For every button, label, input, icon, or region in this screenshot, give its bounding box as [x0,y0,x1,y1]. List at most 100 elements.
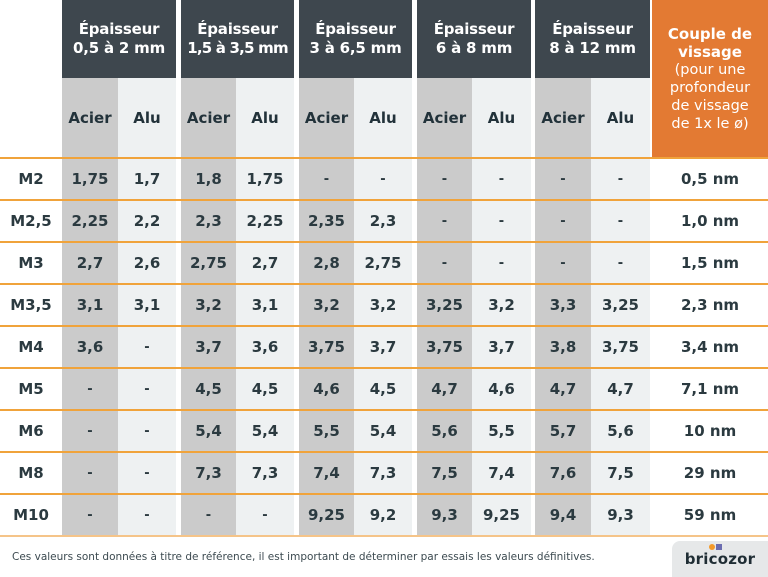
torque-value: 29 nm [683,464,737,482]
drill-diameter-acier: 1,8 [195,170,222,188]
drill-diameter-alu: 7,5 [607,464,634,482]
drill-diameter-alu: - [144,339,150,355]
drill-diameter-acier: 4,7 [549,380,577,398]
group-range: 3 à 6,5 mm [309,39,402,57]
subheader-alu: Alu [236,78,294,157]
drill-diameter-acier: 3,1 [76,296,104,314]
drill-diameter-acier: - [87,507,93,523]
drill-diameter-acier: 3,75 [425,338,463,356]
table-row: M4 3,6 - 3,7 3,6 3,75 3,7 3,75 3,7 3,8 3,75 3,4 nm [0,325,768,367]
group-title: Épaisseur [552,20,633,38]
torque-value: 0,5 nm [680,170,740,188]
drill-diameter-acier: 3,75 [307,338,345,356]
col-bg-alu-4 [472,157,531,537]
drill-diameter-acier: 9,3 [431,506,458,524]
group-header-0-5-2mm: Épaisseur 0,5 à 2 mm [62,0,176,78]
torque-value: 2,3 nm [680,296,740,314]
drill-diameter-acier: 2,7 [76,254,104,272]
drill-diameter-acier: 3,6 [76,338,104,356]
col-bg-alu-2 [236,157,294,537]
drill-diameter-alu: 3,75 [601,338,639,356]
drill-diameter-alu: 4,7 [607,380,634,398]
screw-size-label: M2 [18,170,44,188]
drill-diameter-alu: 4,5 [251,380,279,398]
drill-diameter-acier: 2,25 [71,212,109,230]
col-bg-alu-5 [591,157,650,537]
subheader-acier: Acier [417,78,472,157]
subheader-acier: Acier [535,78,591,157]
drill-diameter-acier: - [560,213,566,229]
drill-diameter-alu: 5,5 [488,422,515,440]
drill-diameter-alu: - [617,171,624,187]
drill-diameter-alu: 2,3 [369,212,397,230]
logo-text: bricozor [684,550,756,568]
brand-logo: bricozor [672,541,768,577]
footer-disclaimer: Ces valeurs sont données à titre de réfé… [12,551,595,563]
drill-diameter-alu: 9,25 [482,506,520,524]
drill-diameter-acier: 7,3 [195,464,222,482]
group-title: Épaisseur [315,20,396,38]
drill-diameter-alu: 3,2 [369,296,397,314]
col-bg-acier-1 [62,157,118,537]
group-range: 1,5 à 3,5 mm [187,39,288,57]
subheader-acier: Acier [62,78,118,157]
torque-value: 10 nm [683,422,737,440]
drill-diameter-alu: 5,6 [607,422,634,440]
col-bg-acier-3 [299,157,354,537]
group-range: 6 à 8 mm [435,39,513,57]
drill-diameter-alu: 3,7 [488,338,515,356]
torque-sub-line1: (pour une [674,61,746,78]
torque-value: 59 nm [683,506,737,524]
drill-diameter-alu: - [617,255,624,271]
torque-sub-line2: profondeur [669,79,751,96]
subheader-alu: Alu [472,78,531,157]
drill-diameter-alu: - [144,465,150,481]
drill-diameter-alu: 4,5 [369,380,397,398]
drill-diameter-acier: 5,5 [313,422,340,440]
group-header-8-12mm: Épaisseur 8 à 12 mm [535,0,650,78]
drill-diameter-acier: 2,8 [313,254,340,272]
drill-diameter-acier: 9,4 [549,506,577,524]
drill-diameter-acier: 3,3 [549,296,577,314]
torque-title-line2: vissage [678,42,742,61]
drill-diameter-acier: 2,35 [307,212,345,230]
drill-diameter-acier: 3,2 [313,296,340,314]
table-row: M3,5 3,1 3,1 3,2 3,1 3,2 3,2 3,25 3,2 3,3 3,25 2,3 … [0,283,768,325]
subheader-alu: Alu [118,78,176,157]
col-bg-acier-4 [417,157,472,537]
group-range: 8 à 12 mm [549,39,636,57]
drill-diameter-acier: - [560,171,566,187]
torque-sub-line3: de vissage [671,97,749,114]
drill-diameter-acier: 4,5 [195,380,222,398]
group-title: Épaisseur [197,20,278,38]
screw-size-label: M6 [18,422,44,440]
drill-diameter-acier: 3,25 [425,296,463,314]
torque-value: 3,4 nm [680,338,740,356]
torque-title-line1: Couple de [667,24,753,43]
drill-diameter-acier: - [87,423,93,439]
group-range: 0,5 à 2 mm [72,39,166,57]
group-title: Épaisseur [78,20,160,38]
drill-diameter-alu: 7,4 [488,464,515,482]
torque-value: 1,5 nm [680,254,740,272]
drill-diameter-acier: - [441,171,448,187]
screw-size-label: M3,5 [10,296,52,314]
drill-diameter-acier: 1,75 [71,170,109,188]
drill-diameter-alu: 3,7 [369,338,397,356]
drill-diameter-alu: 5,4 [251,422,279,440]
drill-diameter-alu: 2,7 [251,254,279,272]
group-title: Épaisseur [433,20,515,38]
drill-diameter-acier: 7,4 [313,464,340,482]
col-bg-acier-2 [181,157,236,537]
drill-diameter-acier: 5,4 [195,422,222,440]
group-header-6-8mm: Épaisseur 6 à 8 mm [417,0,531,78]
drill-diameter-alu: 3,6 [251,338,279,356]
logo-orange-dot-icon [709,544,715,550]
table-row: M2 1,75 1,7 1,8 1,75 - - - - - - 0,5 nm [0,157,768,199]
table-bottom-border [0,535,768,537]
drill-diameter-acier: 3,7 [195,338,222,356]
table-row: M6 - - 5,4 5,4 5,5 5,4 5,6 5,5 5,7 5,6 10 nm [0,409,768,451]
drill-diameter-acier: 7,6 [549,464,577,482]
drill-diameter-alu: 2,6 [133,254,161,272]
drill-diameter-alu: - [144,423,150,439]
